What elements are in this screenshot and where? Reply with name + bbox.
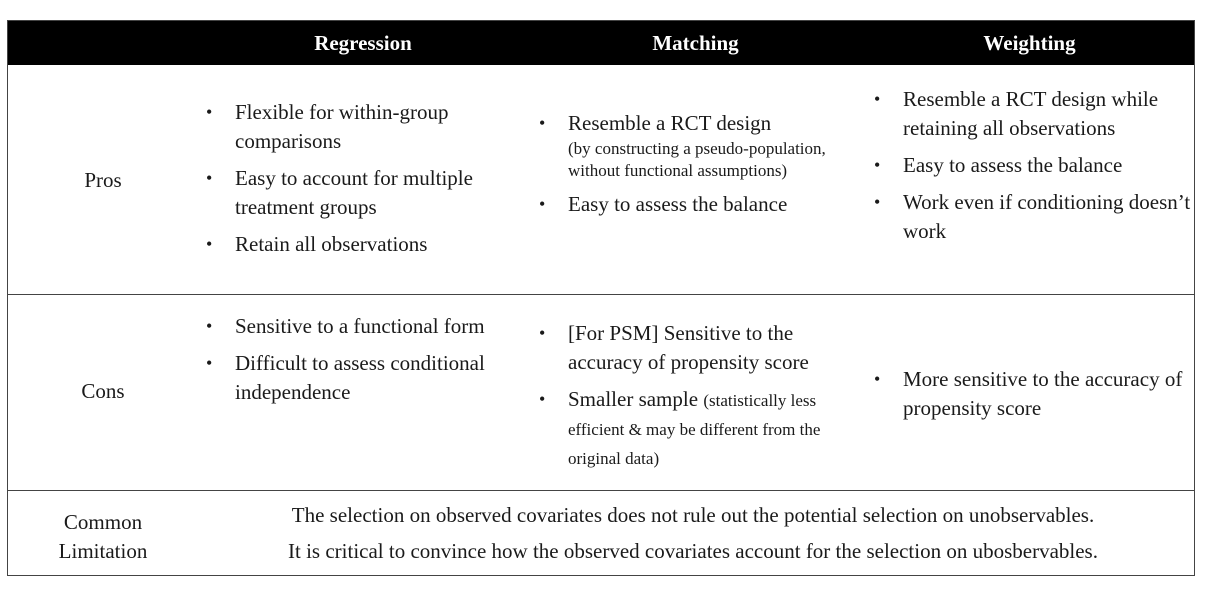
list-item: • Easy to assess the balance [870,151,1192,180]
row-label-pros: Pros [84,168,122,192]
common-limitation-line1: The selection on observed covariates doe… [291,503,1095,527]
list-item: • Flexible for within-group comparisons [206,100,449,153]
row-common-limitation: Common Limitation The selection on obser… [8,490,1194,576]
bullet-icon: • [206,234,213,254]
list-item: • Resemble a RCT design (by constructing a… [535,109,860,182]
list-item: • Smaller sample (statistically less effi… [539,387,821,468]
table-header: Regression Matching Weighting [8,21,1194,65]
cons-weighting-cell: • More sensitive to the accuracy of prope… [870,365,1192,423]
bullet-icon: • [539,113,546,133]
header-weighting: Weighting [983,31,1076,55]
row-cons: Cons • Sensitive to a functional form • Di… [8,294,1194,490]
cons-matching-cell: • [For PSM] Sensitive to the accuracy of … [535,319,855,472]
list-item: • Work even if conditioning doesn’t work [874,190,1191,243]
row-label-cons: Cons [81,379,125,403]
bullet-icon: • [206,168,213,188]
list-item: • Easy to assess the balance [535,190,860,219]
list-item: • Easy to account for multiple treatment … [206,166,473,219]
bullet-icon: • [206,353,213,373]
cons-matching-note: (statistically less efficient & may be d… [568,391,821,468]
pros-matching-cell: • Resemble a RCT design (by constructing a… [535,109,860,219]
pros-weighting-cell: • Resemble a RCT design while retaining a… [870,85,1192,246]
header-matching: Matching [652,31,739,55]
list-item: • Sensitive to a functional form [202,312,502,341]
row-pros: Pros • Flexible for within-group comparis… [8,65,1194,294]
bullet-icon: • [206,102,213,122]
list-item: • More sensitive to the accuracy of prope… [874,367,1183,420]
cons-regression-cell: • Sensitive to a functional form • Difficu… [202,312,502,407]
bullet-icon: • [539,323,546,343]
bullet-icon: • [206,316,213,336]
list-item: • Retain all observations [202,230,522,259]
row-label-common-line1: Common [63,510,143,534]
list-item: • Difficult to assess conditional indepen… [206,351,485,404]
bullet-icon: • [539,389,546,409]
pros-matching-note: (by constructing a pseudo-population, wi… [568,139,826,180]
bullet-icon: • [539,194,546,214]
row-label-common: Common Limitation [8,508,198,566]
common-limitation-line2: It is critical to convince how the obser… [288,539,1098,563]
bullet-icon: • [874,155,881,175]
list-item: • Resemble a RCT design while retaining a… [874,87,1159,140]
pros-regression-cell: • Flexible for within-group comparisons •… [202,98,522,259]
bullet-icon: • [874,89,881,109]
header-regression: Regression [314,31,412,55]
comparison-table: Regression Matching Weighting Pros • Flex… [7,20,1195,576]
list-item: • [For PSM] Sensitive to the accuracy of … [539,321,809,374]
row-label-common-line2: Limitation [58,539,148,563]
bullet-icon: • [874,192,881,212]
bullet-icon: • [874,369,881,389]
